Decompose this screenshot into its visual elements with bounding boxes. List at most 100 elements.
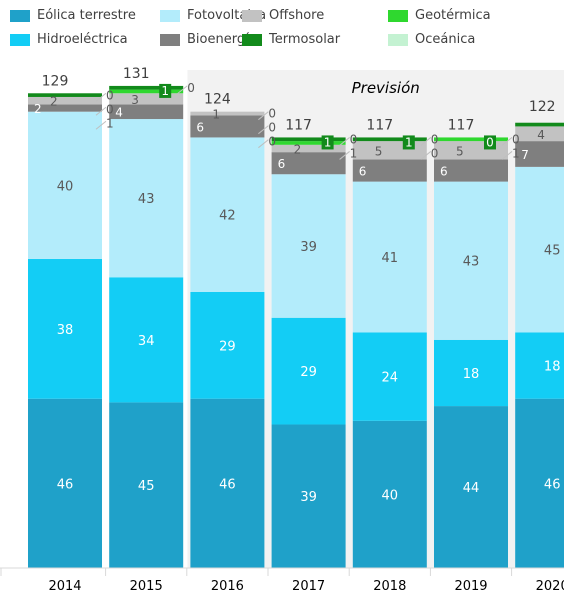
- legend-label: Geotérmica: [415, 8, 491, 23]
- legend-swatch: [10, 9, 30, 22]
- data-label: 38: [57, 323, 74, 338]
- legend-item: Offshore: [242, 8, 324, 23]
- bar-segment: [28, 398, 102, 568]
- bar-segment: [434, 406, 508, 568]
- data-label: 41: [382, 251, 399, 266]
- data-label: 18: [544, 360, 561, 375]
- data-label: 6: [359, 165, 367, 179]
- legend-item: Oceánica: [388, 32, 475, 47]
- data-label: 46: [219, 477, 236, 492]
- bar-segment: [271, 137, 346, 142]
- data-label: 1: [512, 146, 520, 160]
- callout-line: [258, 125, 269, 135]
- bar-segment: [271, 174, 346, 318]
- callout-line: [95, 120, 107, 130]
- bar-segment: [109, 93, 184, 105]
- data-label: 24: [382, 371, 399, 386]
- bar-segment: [109, 277, 184, 403]
- x-tick-label: 2014: [48, 579, 81, 594]
- data-label: 0: [350, 132, 358, 146]
- legend-label: Termosolar: [269, 32, 341, 47]
- x-tick-label: 2017: [292, 579, 325, 594]
- data-label: 1: [106, 116, 114, 130]
- legend-label: Bioenergía: [187, 32, 257, 47]
- bar-segment: [515, 141, 564, 167]
- x-tick-label: 2020: [536, 579, 564, 594]
- data-label: 0: [268, 107, 276, 121]
- bar-segment: [190, 115, 265, 138]
- bar-segment: [28, 93, 102, 97]
- data-label: 0: [431, 146, 439, 160]
- data-label: 1: [350, 146, 358, 160]
- data-label-box: [159, 83, 172, 98]
- data-label: 2: [50, 95, 58, 109]
- data-label-box: [484, 135, 496, 150]
- legend-item: Geotérmica: [388, 8, 491, 23]
- legend-swatch: [160, 9, 180, 22]
- chart-legend: Eólica terrestre Fotovoltaica Offshore Geot…: [10, 6, 550, 52]
- data-label-box: [321, 135, 334, 150]
- data-label: 0: [106, 88, 114, 102]
- data-label: 43: [138, 192, 155, 207]
- bar-segment: [352, 137, 427, 142]
- legend-label: Eólica terrestre: [37, 8, 136, 23]
- data-label: 42: [219, 209, 236, 224]
- bar-segment: [271, 141, 346, 145]
- callout-line: [339, 137, 350, 146]
- data-label: 0: [187, 81, 195, 95]
- callout-line: [501, 137, 513, 146]
- bar-segment: [190, 111, 265, 116]
- legend-swatch: [242, 9, 262, 22]
- bar-segment: [28, 111, 102, 259]
- bar-segment: [109, 85, 184, 90]
- callout-line: [501, 151, 513, 160]
- legend-swatch: [388, 9, 408, 22]
- bar-segment: [352, 141, 427, 160]
- bar-segment: [515, 332, 564, 399]
- callout-line: [339, 151, 350, 160]
- data-label: 7: [521, 148, 529, 162]
- callout-line: [420, 137, 432, 146]
- bar-segment: [271, 144, 346, 153]
- data-label: 0: [268, 135, 276, 149]
- callout-line: [258, 111, 269, 121]
- bar-segment: [28, 104, 102, 112]
- forecast-label: Previsión: [352, 79, 420, 97]
- bar-segment: [271, 317, 346, 425]
- data-label: 39: [300, 240, 317, 255]
- bar-segment: [109, 119, 184, 278]
- legend-swatch: [160, 33, 180, 46]
- bar-segment: [434, 181, 508, 340]
- data-label: 5: [456, 144, 464, 158]
- x-tick-label: 2015: [130, 579, 163, 594]
- callout-line: [420, 151, 432, 160]
- x-tick-label: 2018: [373, 579, 406, 594]
- data-label: 29: [300, 365, 317, 380]
- data-label: 18: [463, 367, 480, 382]
- bar-segment: [190, 137, 265, 292]
- total-label: 117: [285, 117, 312, 133]
- data-label: 6: [196, 120, 204, 134]
- data-label: 2: [34, 102, 42, 116]
- data-label: 34: [138, 334, 155, 349]
- callout-line: [176, 85, 188, 95]
- data-label: 0: [512, 132, 520, 146]
- bar-segment: [190, 398, 265, 568]
- x-tick-label: 2019: [454, 579, 487, 594]
- bar-segment: [28, 96, 102, 105]
- legend-label: Offshore: [269, 8, 325, 23]
- data-label: 3: [131, 93, 139, 107]
- bar-segment: [352, 420, 427, 568]
- bar-segment: [109, 402, 184, 568]
- total-label: 122: [529, 99, 556, 115]
- total-label: 131: [123, 66, 150, 82]
- legend-label: Hidroeléctrica: [37, 32, 128, 47]
- data-label: 1: [161, 84, 169, 98]
- bar-segment: [434, 159, 508, 182]
- data-label: 45: [544, 244, 561, 259]
- data-label: 39: [300, 490, 317, 505]
- bar-segment: [352, 181, 427, 333]
- data-label: 29: [219, 339, 236, 354]
- callout-line: [95, 92, 107, 102]
- bar-segment: [352, 332, 427, 421]
